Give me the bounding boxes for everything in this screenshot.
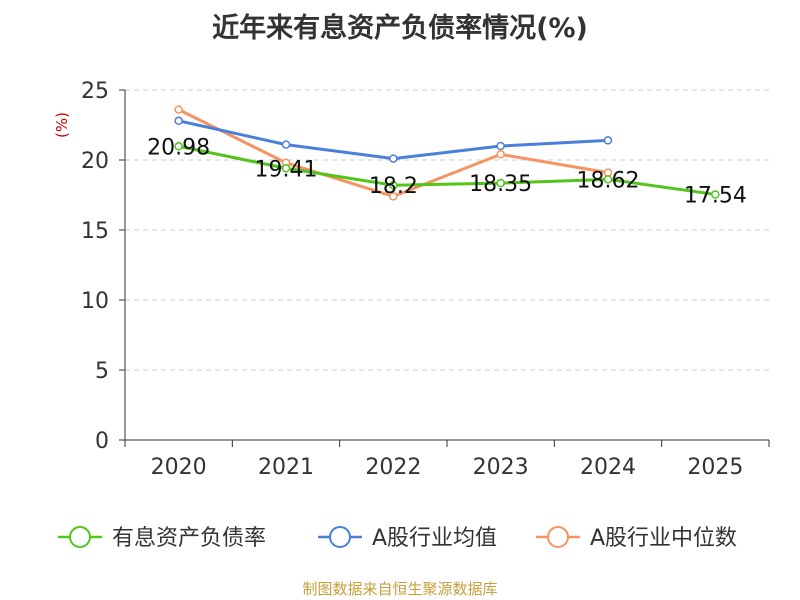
data-label: 19.41 [255,157,318,182]
data-point [603,175,613,184]
data-point [389,192,398,201]
data-label: 18.62 [577,168,640,193]
x-tick-label: 2021 [258,455,314,480]
data-label: 18.35 [469,172,532,197]
legend-label: A股行业均值 [372,526,497,551]
legend-marker [69,526,91,548]
legend-label: 有息资产负债率 [112,526,266,551]
legend-label: A股行业中位数 [590,526,737,551]
data-point [711,190,720,199]
series-line-2 [178,119,609,161]
x-tick-label: 2022 [365,455,421,480]
data-point [496,141,505,151]
data-point [603,136,613,145]
x-tick-label: 2025 [687,455,743,480]
x-tick-label: 2023 [473,455,529,480]
y-tick-label: 10 [81,289,109,314]
y-tick-label: 25 [81,79,109,104]
data-label: 20.98 [147,135,210,160]
legend-marker [329,526,351,548]
chart-title: 近年来有息资产负债率情况(%) [212,13,588,44]
y-tick-label: 20 [81,149,109,174]
y-tick-label: 5 [95,359,109,384]
data-point [174,142,183,151]
data-point [496,150,505,159]
x-tick-label: 2020 [151,455,207,480]
y-axis-label: (%) [53,112,71,138]
data-label: 17.54 [684,183,747,208]
data-point [496,178,505,188]
data-source-note: 制图数据来自恒生聚源数据库 [302,580,498,598]
data-point [281,164,291,173]
y-tick-label: 15 [81,219,109,244]
series-line-1 [178,144,716,196]
y-tick-label: 0 [95,429,109,454]
data-point [389,180,398,190]
data-point [281,140,291,149]
legend-marker [547,526,569,548]
data-point [389,154,398,163]
data-point [174,105,183,114]
x-tick-label: 2024 [580,455,636,480]
data-label: 18.2 [369,174,418,199]
data-point [174,116,183,126]
